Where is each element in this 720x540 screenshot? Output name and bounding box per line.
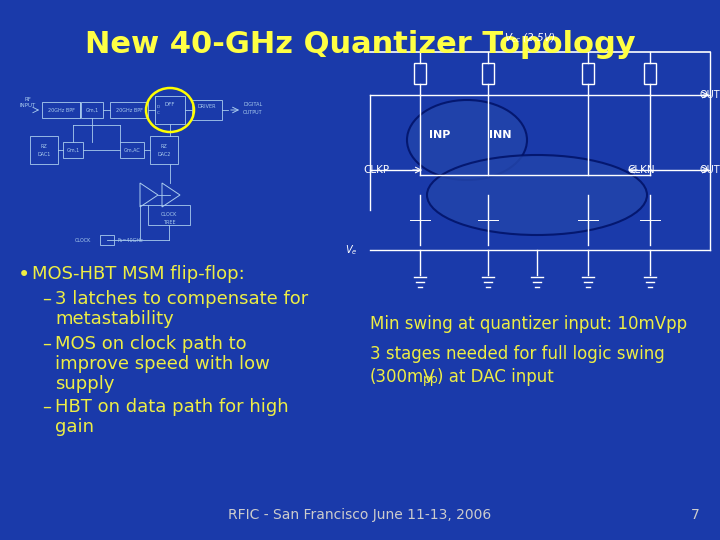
- Bar: [100, 235, 114, 245]
- Text: Gm,1: Gm,1: [86, 107, 99, 112]
- Text: gain: gain: [55, 418, 94, 436]
- Text: 20GHz BPF: 20GHz BPF: [48, 107, 74, 112]
- Text: INPUT: INPUT: [20, 103, 36, 108]
- Text: C: C: [157, 111, 160, 115]
- Text: TREE: TREE: [163, 219, 175, 225]
- Text: DIGITAL: DIGITAL: [243, 103, 262, 107]
- Text: –: –: [42, 398, 51, 416]
- Bar: [42, 102, 80, 118]
- Text: HBT on data path for high: HBT on data path for high: [55, 398, 289, 416]
- Ellipse shape: [407, 100, 527, 180]
- Text: MOS on clock path to: MOS on clock path to: [55, 335, 247, 353]
- Bar: [110, 102, 148, 118]
- Text: RZ: RZ: [40, 145, 48, 150]
- Bar: [482, 63, 494, 84]
- Text: $V_e$: $V_e$: [346, 243, 358, 257]
- Text: pp: pp: [423, 373, 438, 386]
- Text: 3 stages needed for full logic swing: 3 stages needed for full logic swing: [370, 345, 665, 363]
- Bar: [81, 102, 103, 118]
- Bar: [148, 205, 190, 225]
- Text: Fs=40GHz: Fs=40GHz: [118, 238, 144, 242]
- Bar: [414, 63, 426, 84]
- Text: CLKP: CLKP: [363, 165, 389, 175]
- Ellipse shape: [427, 155, 647, 235]
- Text: –: –: [42, 335, 51, 353]
- Text: 20GHz BPF: 20GHz BPF: [116, 107, 143, 112]
- Text: –: –: [42, 290, 51, 308]
- Text: CLKN: CLKN: [627, 165, 654, 175]
- Text: INP: INP: [429, 130, 451, 140]
- Text: 3 latches to compensate for: 3 latches to compensate for: [55, 290, 308, 308]
- Bar: [63, 142, 83, 158]
- Bar: [120, 142, 144, 158]
- Text: metastability: metastability: [55, 310, 174, 328]
- Bar: [644, 63, 656, 84]
- Text: $V_{cc}$ (2.5V): $V_{cc}$ (2.5V): [504, 31, 556, 45]
- Text: (300mV: (300mV: [370, 368, 436, 386]
- Text: CLOCK: CLOCK: [161, 213, 177, 218]
- Bar: [155, 96, 185, 124]
- Text: RF: RF: [24, 97, 32, 102]
- Bar: [30, 136, 58, 164]
- Bar: [582, 63, 594, 84]
- Text: OUTN: OUTN: [700, 165, 720, 175]
- Text: •: •: [18, 265, 30, 285]
- Text: improve speed with low: improve speed with low: [55, 355, 270, 373]
- Text: D: D: [157, 105, 160, 109]
- Text: INN: INN: [489, 130, 511, 140]
- Text: RZ: RZ: [161, 145, 167, 150]
- Text: DAC1: DAC1: [37, 152, 50, 157]
- Text: DRIVER: DRIVER: [198, 105, 216, 110]
- Text: supply: supply: [55, 375, 114, 393]
- Text: OUTP: OUTP: [700, 90, 720, 100]
- Bar: [150, 136, 178, 164]
- Text: ) at DAC input: ) at DAC input: [437, 368, 554, 386]
- Text: DAC2: DAC2: [157, 152, 171, 157]
- Text: MOS-HBT MSM flip-flop:: MOS-HBT MSM flip-flop:: [32, 265, 245, 283]
- Bar: [192, 100, 222, 120]
- Text: RFIC - San Francisco June 11-13, 2006: RFIC - San Francisco June 11-13, 2006: [228, 508, 492, 522]
- Text: Gm,AC: Gm,AC: [124, 147, 140, 152]
- Text: 7: 7: [691, 508, 700, 522]
- Text: CLOCK: CLOCK: [75, 238, 91, 242]
- Text: Gm,1: Gm,1: [66, 147, 80, 152]
- Text: New 40-GHz Quantizer Topology: New 40-GHz Quantizer Topology: [85, 30, 635, 59]
- Text: Min swing at quantizer input: 10mVpp: Min swing at quantizer input: 10mVpp: [370, 315, 687, 333]
- Text: OUTPUT: OUTPUT: [243, 110, 263, 114]
- Text: DFF: DFF: [165, 103, 175, 107]
